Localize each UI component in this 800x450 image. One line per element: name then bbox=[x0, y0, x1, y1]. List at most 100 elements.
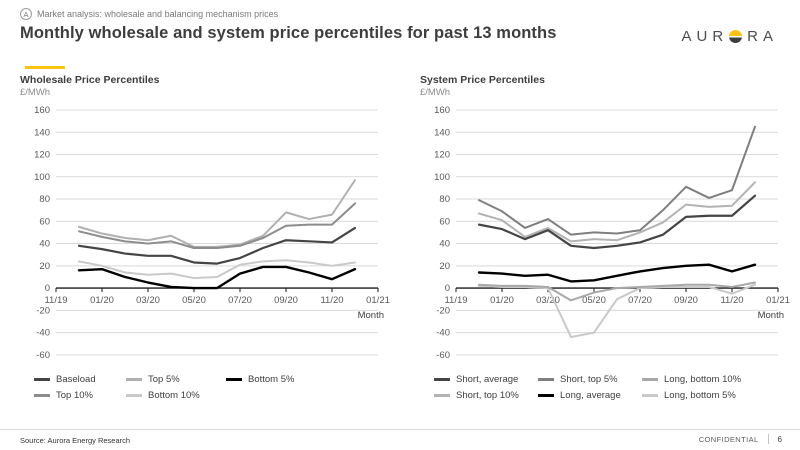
legend-item: Long, bottom 10% bbox=[642, 374, 792, 385]
svg-text:01/20: 01/20 bbox=[90, 295, 114, 306]
confidential-label: CONFIDENTIAL bbox=[698, 434, 759, 444]
sun-icon bbox=[729, 30, 743, 43]
legend-label: Short, top 10% bbox=[456, 390, 519, 401]
svg-text:20: 20 bbox=[439, 261, 450, 272]
svg-text:100: 100 bbox=[34, 172, 50, 183]
y-axis-unit: £/MWh bbox=[20, 87, 51, 98]
aurora-logo: AUR RA bbox=[681, 28, 778, 45]
wholesale-chart-section: Wholesale Price Percentiles £/MWh 160 140… bbox=[20, 74, 392, 401]
legend-label: Long, bottom 5% bbox=[664, 390, 736, 401]
legend-item: Short, top 10% bbox=[434, 390, 538, 401]
svg-text:120: 120 bbox=[34, 150, 50, 161]
svg-text:-40: -40 bbox=[36, 328, 50, 339]
legend-item: Bottom 10% bbox=[126, 390, 226, 401]
svg-text:0: 0 bbox=[445, 283, 450, 294]
svg-text:11/20: 11/20 bbox=[720, 295, 743, 306]
legend-item: Top 5% bbox=[126, 374, 226, 385]
legend-item: Baseload bbox=[34, 374, 126, 385]
svg-text:40: 40 bbox=[39, 239, 50, 250]
svg-text:160: 160 bbox=[434, 105, 450, 116]
legend-swatch bbox=[126, 378, 142, 381]
svg-text:01/20: 01/20 bbox=[490, 295, 514, 306]
system-legend: Short, average Short, top 5% Long, bottom … bbox=[434, 374, 792, 401]
logo-text-pre: AUR bbox=[681, 28, 729, 45]
svg-text:09/20: 09/20 bbox=[674, 295, 698, 306]
svg-text:60: 60 bbox=[39, 216, 50, 227]
svg-text:-60: -60 bbox=[36, 350, 50, 360]
legend-swatch bbox=[434, 378, 450, 381]
svg-text:-60: -60 bbox=[436, 350, 450, 360]
svg-text:Month: Month bbox=[758, 310, 784, 321]
svg-text:-20: -20 bbox=[36, 305, 50, 316]
legend-label: Short, average bbox=[456, 374, 519, 385]
system-chart-section: System Price Percentiles £/MWh 160 140 120… bbox=[420, 74, 792, 401]
svg-text:120: 120 bbox=[434, 150, 450, 161]
svg-text:05/20: 05/20 bbox=[582, 295, 606, 306]
y-axis-unit: £/MWh bbox=[420, 87, 451, 98]
legend-item: Short, top 5% bbox=[538, 374, 642, 385]
page-title: Monthly wholesale and system price perce… bbox=[20, 24, 557, 42]
svg-text:20: 20 bbox=[39, 261, 50, 272]
svg-text:-40: -40 bbox=[436, 328, 450, 339]
chart-title: System Price Percentiles bbox=[420, 74, 545, 86]
legend-swatch bbox=[126, 394, 142, 397]
legend-item: Top 10% bbox=[34, 390, 126, 401]
accent-dash bbox=[25, 66, 65, 69]
svg-text:0: 0 bbox=[45, 283, 50, 294]
legend-label: Bottom 5% bbox=[248, 374, 295, 385]
eyebrow: A Market analysis: wholesale and balanci… bbox=[20, 8, 278, 20]
legend-label: Baseload bbox=[56, 374, 96, 385]
svg-text:09/20: 09/20 bbox=[274, 295, 298, 306]
svg-text:100: 100 bbox=[434, 172, 450, 183]
svg-text:80: 80 bbox=[39, 194, 50, 205]
legend-label: Long, bottom 10% bbox=[664, 374, 742, 385]
legend-item: Long, bottom 5% bbox=[642, 390, 792, 401]
svg-text:01/21: 01/21 bbox=[766, 295, 790, 306]
legend-swatch bbox=[434, 394, 450, 397]
chart-title: Wholesale Price Percentiles bbox=[20, 74, 160, 86]
svg-text:07/20: 07/20 bbox=[628, 295, 652, 306]
legend-item: Short, average bbox=[434, 374, 538, 385]
section-badge: A bbox=[20, 8, 32, 20]
svg-text:80: 80 bbox=[439, 194, 450, 205]
legend-label: Top 5% bbox=[148, 374, 180, 385]
source-note: Source: Aurora Energy Research bbox=[20, 436, 131, 445]
legend-item: Bottom 5% bbox=[226, 374, 392, 385]
legend-swatch bbox=[642, 394, 658, 397]
legend-item: Long, average bbox=[538, 390, 642, 401]
legend-swatch bbox=[34, 378, 50, 381]
svg-text:160: 160 bbox=[34, 105, 50, 116]
wholesale-chart-plot: 160 140 120 100 80 60 40 20 0 -20 -40 -60 11/19 01/20… bbox=[34, 105, 390, 360]
svg-text:03/20: 03/20 bbox=[136, 295, 160, 306]
eyebrow-text: Market analysis: wholesale and balancing… bbox=[37, 9, 279, 19]
svg-text:-20: -20 bbox=[436, 305, 450, 316]
svg-text:140: 140 bbox=[34, 127, 50, 138]
legend-swatch bbox=[226, 378, 242, 381]
legend-label: Long, average bbox=[560, 390, 621, 401]
legend-label: Bottom 10% bbox=[148, 390, 200, 401]
svg-text:140: 140 bbox=[434, 127, 450, 138]
svg-text:60: 60 bbox=[439, 216, 450, 227]
svg-text:01/21: 01/21 bbox=[366, 295, 390, 306]
svg-text:03/20: 03/20 bbox=[536, 295, 560, 306]
legend-label: Top 10% bbox=[56, 390, 93, 401]
legend-swatch bbox=[538, 394, 554, 397]
footer: Source: Aurora Energy Research CONFIDENT… bbox=[0, 429, 800, 450]
svg-text:40: 40 bbox=[439, 239, 450, 250]
system-chart-plot: 160 140 120 100 80 60 40 20 0 -20 -40 -60 11/19 01/20… bbox=[434, 105, 790, 360]
legend-swatch bbox=[34, 394, 50, 397]
svg-text:Month: Month bbox=[358, 310, 384, 321]
legend-swatch bbox=[538, 378, 554, 381]
legend-swatch bbox=[642, 378, 658, 381]
svg-text:11/19: 11/19 bbox=[44, 295, 67, 306]
svg-text:11/19: 11/19 bbox=[444, 295, 467, 306]
logo-text-post: RA bbox=[747, 28, 778, 45]
page-number: 6 bbox=[777, 434, 782, 444]
legend-label: Short, top 5% bbox=[560, 374, 618, 385]
footer-divider bbox=[767, 434, 769, 444]
wholesale-legend: Baseload Top 5% Bottom 5% Top 10% Bottom 10% bbox=[34, 374, 392, 401]
svg-text:11/20: 11/20 bbox=[320, 295, 343, 306]
svg-text:07/20: 07/20 bbox=[228, 295, 252, 306]
svg-text:05/20: 05/20 bbox=[182, 295, 206, 306]
